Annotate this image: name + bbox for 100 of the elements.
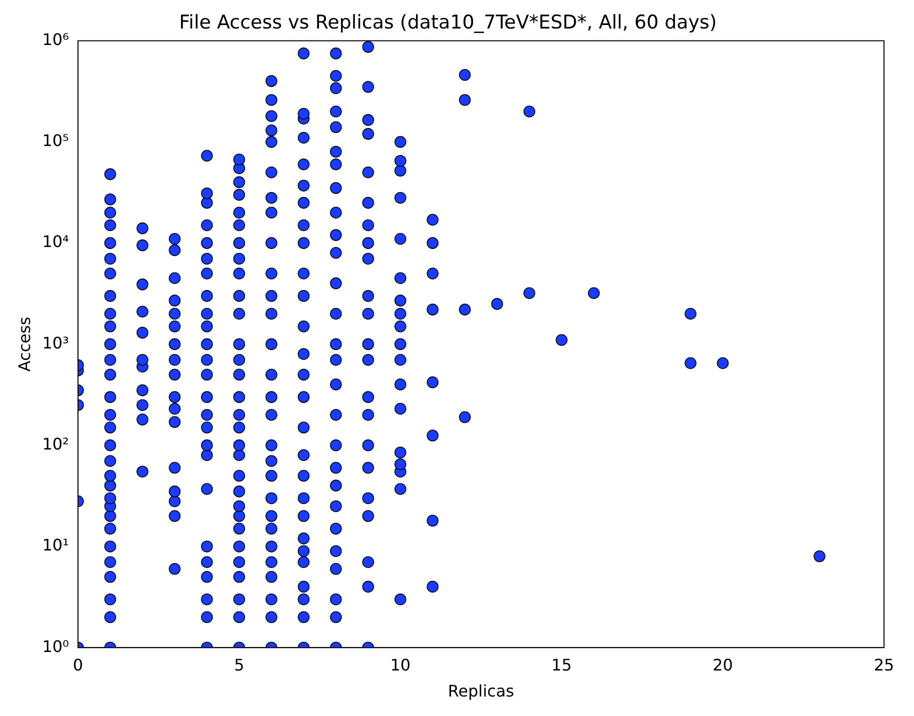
point [233,290,246,302]
point [330,206,342,219]
point [298,545,310,557]
point [168,308,181,320]
point [266,237,278,249]
chart-title: File Access vs Replicas (data10_7TeV*ESD*, All, 60 days) [179,11,717,34]
point [266,571,278,583]
point [104,320,116,332]
point [394,272,406,284]
point [266,192,278,204]
point [201,540,213,552]
point [136,354,148,366]
point [394,294,406,306]
point [394,378,406,390]
point [233,354,246,366]
point [104,219,116,232]
point [201,338,213,350]
point [426,237,439,249]
point [201,252,213,265]
point [104,252,116,265]
point [233,500,246,512]
point [426,268,439,280]
point [588,287,600,300]
point [394,338,406,350]
point [458,94,471,106]
point [266,455,278,467]
y-tick-label: 10² [42,434,69,454]
point [104,422,116,434]
point [233,308,246,320]
point [104,168,116,180]
point [201,611,213,624]
point [426,214,439,226]
point [168,462,181,474]
point [201,150,213,162]
point [104,439,116,452]
point [298,132,310,144]
point [330,408,342,421]
point [168,368,181,381]
point [394,402,406,415]
point [362,408,374,421]
point [104,510,116,522]
point [330,70,342,82]
point [201,391,213,403]
point [201,187,213,200]
point [362,391,374,403]
point [394,446,406,458]
point [136,326,148,339]
point [266,75,278,87]
point [394,593,406,606]
point [298,449,310,462]
point [330,522,342,535]
point [136,278,148,290]
point [298,290,310,302]
point [330,229,342,241]
point [266,136,278,148]
point [233,422,246,434]
point [104,556,116,568]
point [233,368,246,381]
point [201,237,213,249]
point [426,514,439,527]
point [104,290,116,302]
point [266,110,278,122]
y-tick-label: 10¹ [42,536,69,555]
point [168,338,181,350]
point [298,422,310,434]
point [104,540,116,552]
point [330,563,342,575]
y-tick-label: 10⁵ [42,131,69,150]
point [298,368,310,381]
point [233,408,246,421]
point [233,611,246,624]
point [233,338,246,350]
point [362,114,374,126]
point [298,320,310,332]
point [104,455,116,467]
point [394,308,406,320]
point [168,272,181,284]
point [104,480,116,492]
point [168,320,181,332]
point [330,439,342,452]
point [266,540,278,552]
point [298,268,310,280]
point [556,334,568,346]
point [266,470,278,482]
point [136,306,148,318]
point [330,146,342,158]
point [814,550,826,562]
point [330,462,342,474]
point [266,556,278,568]
point [104,470,116,482]
point [168,495,181,508]
point [330,611,342,624]
point [298,470,310,482]
point [266,510,278,522]
point [104,611,116,624]
point [362,41,374,53]
point [233,252,246,265]
point [362,81,374,93]
point [233,486,246,498]
point [394,354,406,366]
